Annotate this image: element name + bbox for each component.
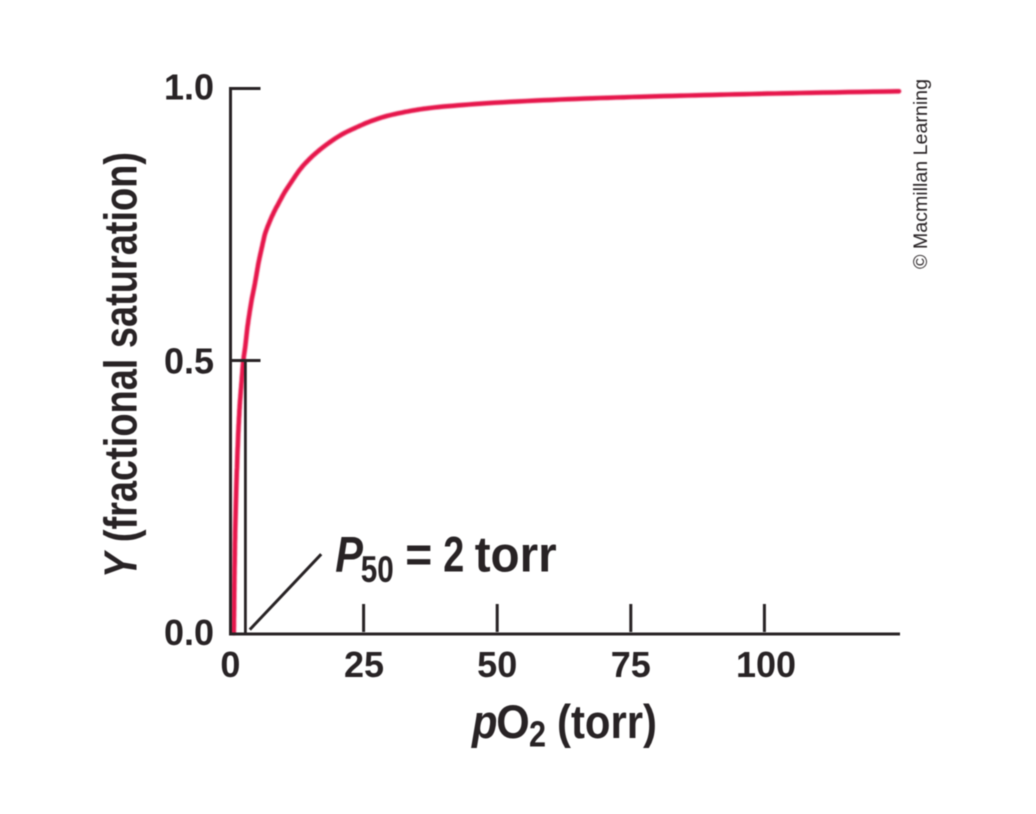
svg-text:© Macmillan Learning: © Macmillan Learning [911,79,932,269]
svg-text:100: 100 [736,644,796,685]
svg-text:50: 50 [477,644,517,685]
svg-text:0.0: 0.0 [164,612,214,653]
svg-text:P: P [335,527,363,583]
svg-text:=: = [405,527,432,583]
svg-text:50: 50 [361,549,394,590]
svg-text:25: 25 [344,644,384,685]
svg-text:1.0: 1.0 [164,67,214,108]
svg-text:2: 2 [443,527,464,583]
svg-text:Y (fractional saturation): Y (fractional saturation) [95,152,147,578]
svg-text:75: 75 [611,644,651,685]
svg-text:O: O [496,695,530,748]
svg-text:(torr): (torr) [557,695,657,748]
svg-text:0: 0 [220,644,240,685]
svg-text:p: p [470,695,497,748]
svg-text:torr: torr [475,527,557,583]
svg-text:2: 2 [529,714,546,755]
svg-text:0.5: 0.5 [164,341,214,382]
